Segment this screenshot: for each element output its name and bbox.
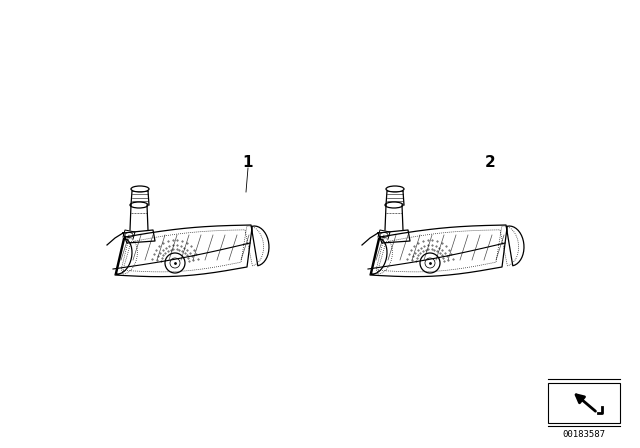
Bar: [548, 383, 620, 423]
Text: 00183587: 00183587: [563, 430, 605, 439]
Text: 2: 2: [484, 155, 495, 169]
Text: 1: 1: [243, 155, 253, 169]
